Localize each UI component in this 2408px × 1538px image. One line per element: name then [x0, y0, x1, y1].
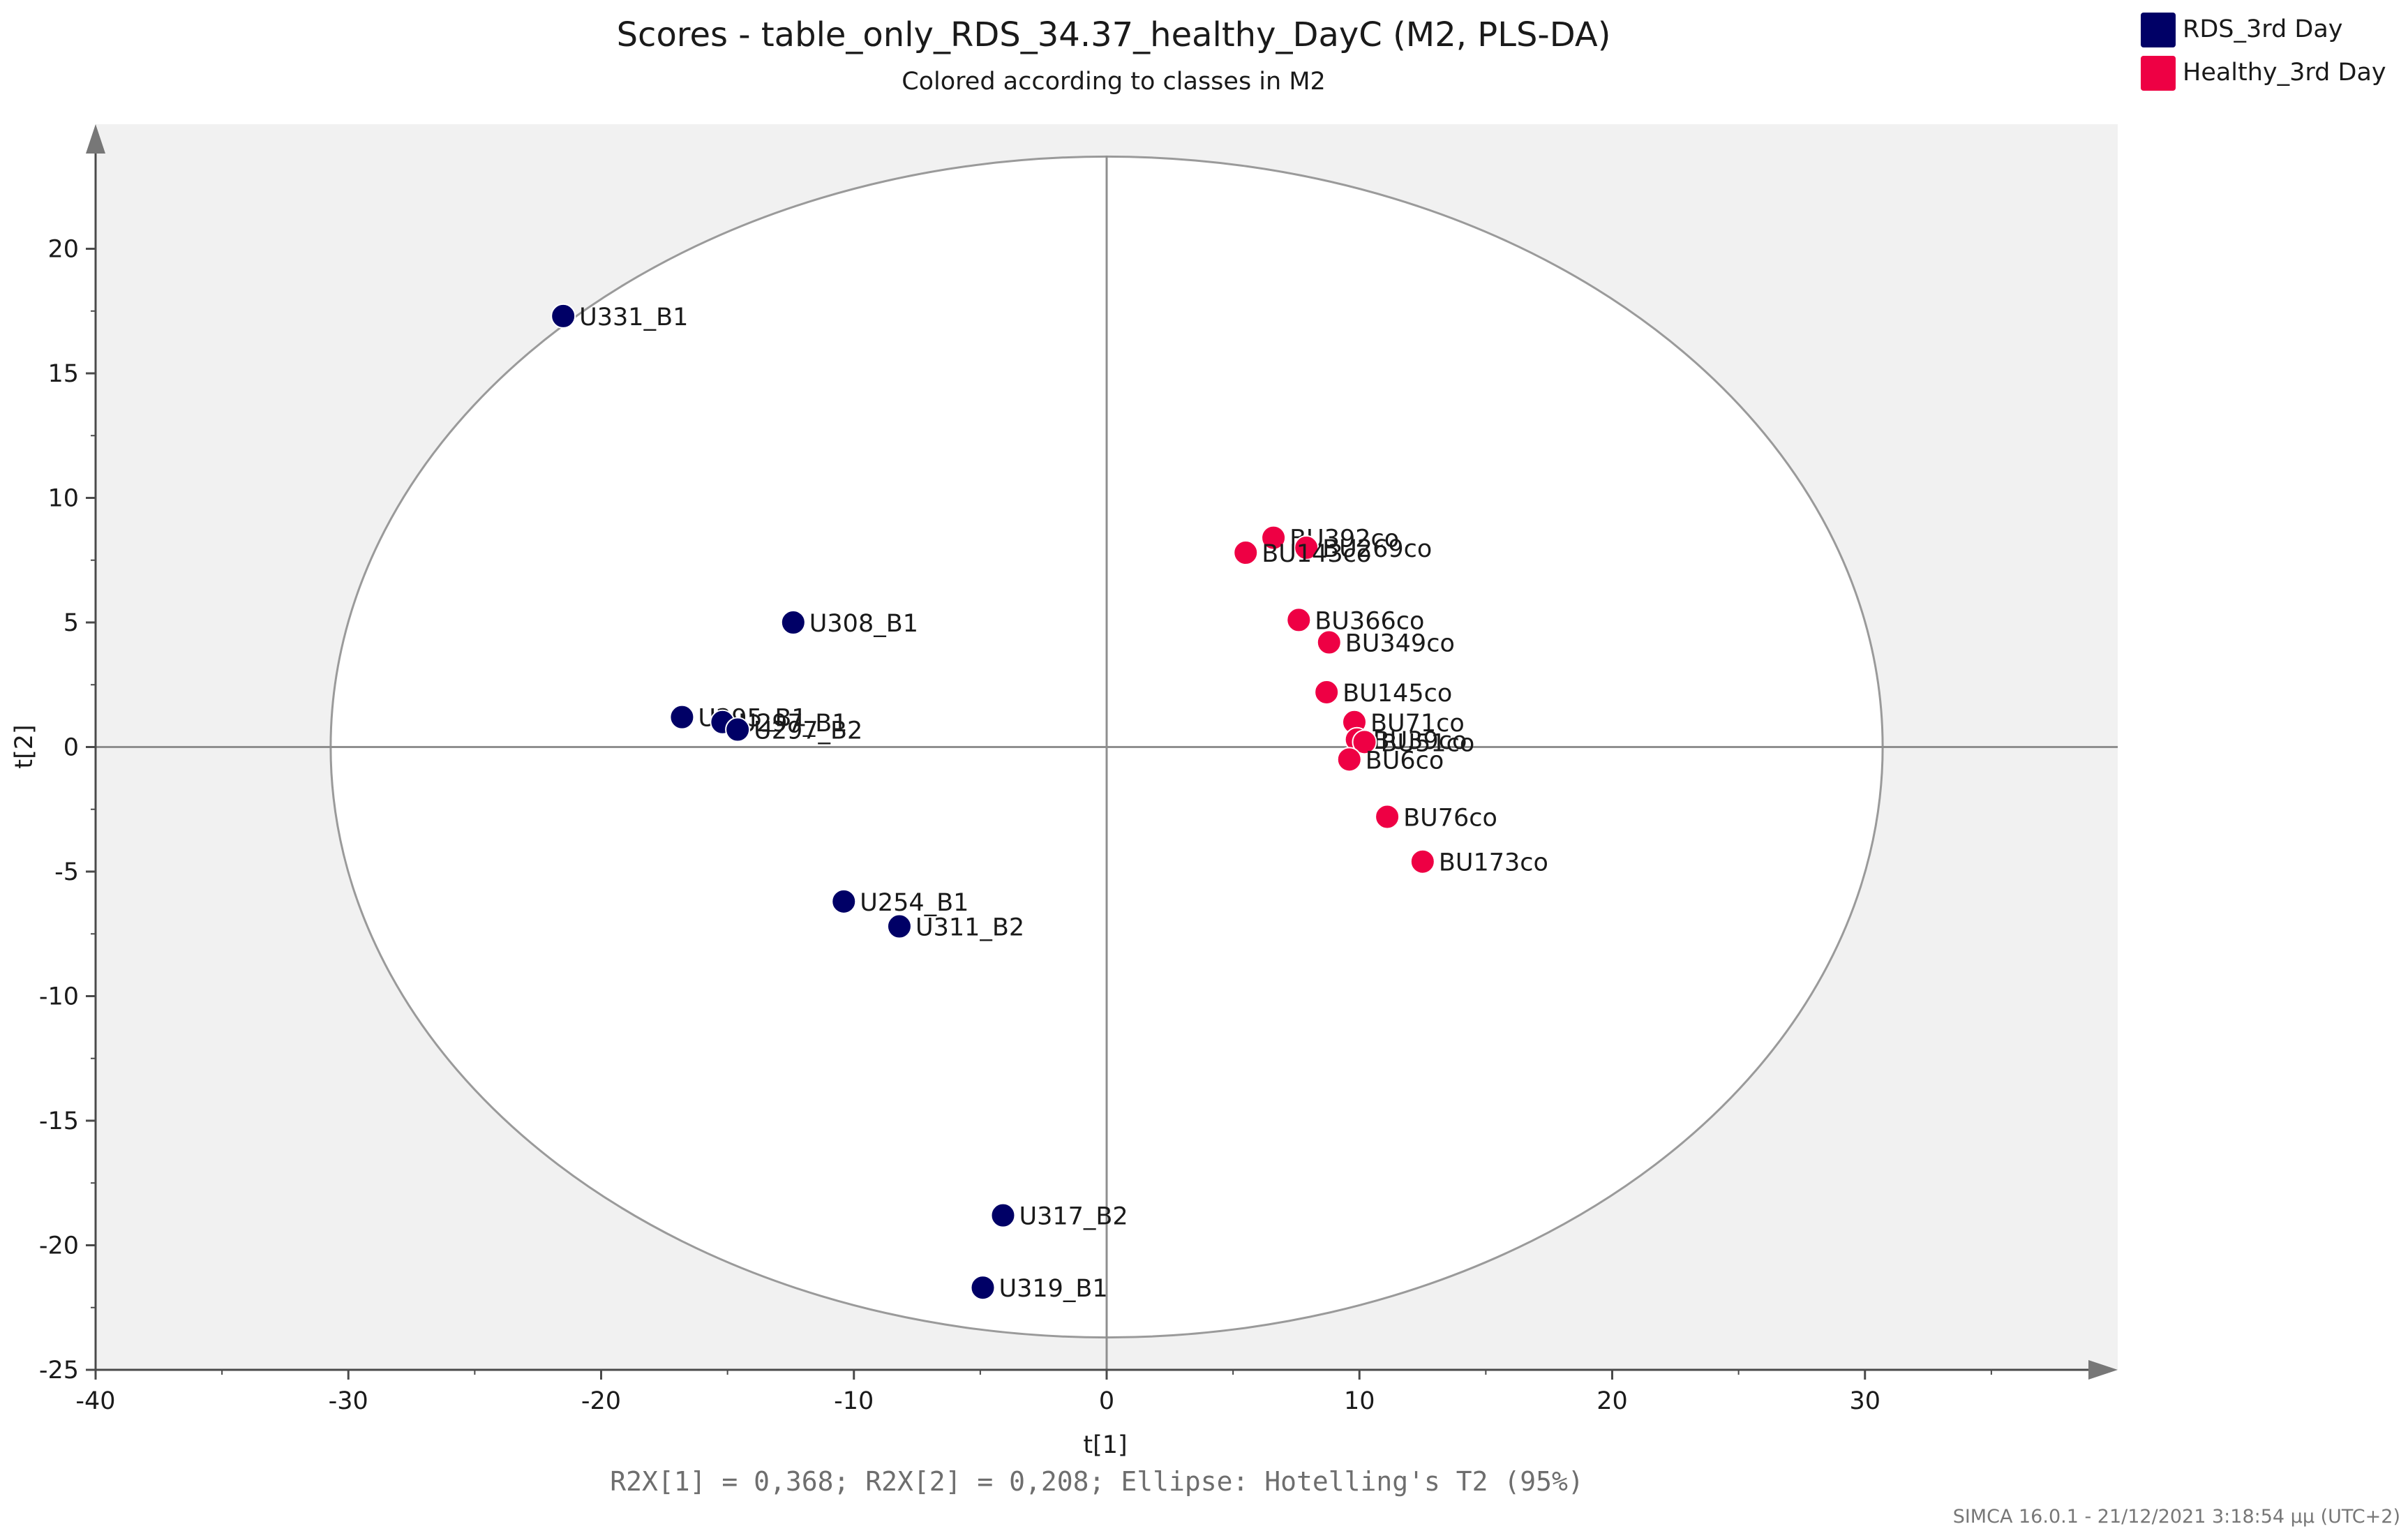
- legend: RDS_3rd Day Healthy_3rd Day: [2141, 13, 2386, 91]
- y-axis-label: t[2]: [10, 724, 38, 768]
- data-point: [1286, 607, 1312, 633]
- x-tick-label: 20: [1596, 1387, 1628, 1415]
- data-point-label: BU145co: [1343, 680, 1452, 708]
- data-point: [1409, 849, 1435, 874]
- data-point-label: BU76co: [1403, 804, 1497, 832]
- software-credit: SIMCA 16.0.1 - 21/12/2021 3:18:54 μμ (UT…: [1953, 1506, 2400, 1528]
- data-point: [1233, 540, 1259, 566]
- y-tick-label: -20: [39, 1232, 79, 1260]
- y-tick-label: -15: [39, 1107, 79, 1135]
- data-point: [669, 704, 695, 730]
- y-tick-label: 20: [47, 236, 79, 264]
- x-tick-label: 10: [1344, 1387, 1375, 1415]
- y-tick-label: -10: [39, 983, 79, 1011]
- legend-swatch-healthy: [2141, 56, 2176, 91]
- data-point: [780, 610, 806, 635]
- y-axis-arrow: [86, 124, 105, 154]
- data-point: [1375, 804, 1400, 830]
- data-point-label: U297_B2: [754, 717, 862, 745]
- y-tick-label: -5: [54, 858, 79, 886]
- data-point-label: BU71co: [1370, 710, 1465, 738]
- chart-subtitle: Colored according to classes in M2: [902, 68, 1326, 96]
- plot-layer: -25 -20 -15 -10 -5 0 5 10 15 20 -40 -30 -20 -10 0 10 20 3…: [39, 124, 2118, 1415]
- data-point-label: U308_B1: [809, 610, 918, 638]
- x-tick-label: -20: [581, 1387, 621, 1415]
- data-point-label: U297_B1: [738, 710, 847, 738]
- data-point-label: U317_B2: [1019, 1203, 1128, 1231]
- data-point-label: U311_B2: [915, 914, 1024, 942]
- x-tick-label: -40: [75, 1387, 115, 1415]
- data-point: [1261, 525, 1287, 551]
- data-point-label: BU6co: [1366, 747, 1444, 775]
- data-point-label: U254_B1: [860, 889, 969, 917]
- data-point: [990, 1202, 1016, 1228]
- chart-title: Scores - table_only_RDS_34.37_healthy_Da…: [617, 15, 1611, 54]
- data-point: [1294, 535, 1319, 560]
- data-point: [1316, 629, 1342, 655]
- data-point-label: BU173co: [1439, 849, 1548, 877]
- data-point-label: BU349co: [1345, 630, 1455, 658]
- data-point: [725, 717, 751, 742]
- x-tick-label: 0: [1099, 1387, 1114, 1415]
- data-point-label: BU51co: [1380, 729, 1474, 757]
- data-point-label: BU39co: [1373, 727, 1467, 755]
- data-point-label: BU143co: [1262, 540, 1371, 568]
- data-point: [1336, 747, 1362, 772]
- x-tick-label: -30: [329, 1387, 368, 1415]
- data-point: [970, 1275, 996, 1301]
- y-tick-label: 5: [63, 609, 79, 637]
- data-point: [551, 303, 576, 329]
- y-tick-label: 0: [63, 734, 79, 762]
- data-point: [886, 913, 912, 939]
- x-tick-label: 30: [1849, 1387, 1880, 1415]
- x-tick-label: -10: [834, 1387, 874, 1415]
- legend-label-rds: RDS_3rd Day: [2183, 15, 2342, 43]
- legend-label-healthy: Healthy_3rd Day: [2183, 59, 2386, 87]
- y-tick-label: 15: [47, 360, 79, 388]
- data-point-label: BU269co: [1322, 535, 1432, 563]
- data-point-label: U331_B1: [579, 304, 688, 331]
- y-tick-label: 10: [47, 485, 79, 513]
- data-point: [1352, 729, 1377, 755]
- data-point: [831, 888, 857, 914]
- data-point-label: U319_B1: [999, 1275, 1107, 1303]
- data-point: [1314, 679, 1340, 705]
- model-summary-footer: R2X[1] = 0,368; R2X[2] = 0,208; Ellipse:…: [610, 1466, 1584, 1497]
- y-tick-label: -25: [39, 1357, 79, 1384]
- x-axis-label: t[1]: [1083, 1431, 1127, 1459]
- legend-swatch-rds: [2141, 13, 2176, 47]
- x-axis-arrow: [2088, 1360, 2118, 1380]
